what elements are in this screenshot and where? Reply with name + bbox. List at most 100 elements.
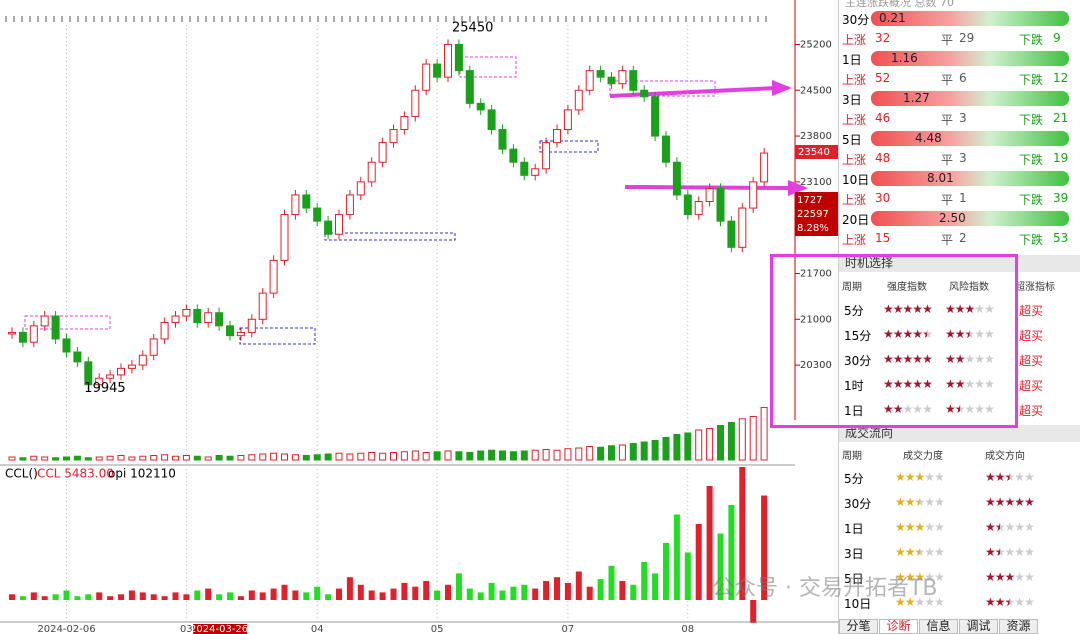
up-label: 上涨 — [842, 233, 867, 247]
volume-bar — [509, 451, 517, 461]
volume-bar — [640, 441, 648, 461]
ccl-bar — [281, 584, 288, 600]
period: 5分 — [844, 304, 864, 318]
candle — [138, 354, 147, 366]
star-rating: ★★★★★ — [895, 595, 945, 609]
ccl-bar — [9, 594, 15, 600]
candle — [269, 259, 278, 294]
ccl-bar — [183, 594, 190, 600]
ccl-bar — [488, 582, 495, 600]
candle — [749, 181, 758, 209]
candle — [182, 308, 191, 317]
ccl-bar — [401, 582, 408, 600]
x-tick-label: 03 — [180, 624, 193, 634]
candle — [106, 374, 115, 379]
tab[interactable]: 资源 — [999, 619, 1038, 634]
volume-bar — [41, 456, 49, 461]
candle — [498, 129, 507, 150]
candle — [640, 89, 649, 98]
candle — [760, 152, 769, 183]
candle — [226, 325, 234, 337]
ccl-bar — [292, 590, 299, 600]
tab[interactable]: 诊断 — [879, 619, 918, 634]
ccl-bar — [379, 592, 386, 600]
volume-bar — [172, 455, 179, 461]
ccl-bar — [74, 596, 81, 600]
volume-bar — [150, 455, 158, 461]
candle — [672, 161, 681, 196]
y-tick-label: 23800 — [800, 131, 832, 142]
last-price: 23540 — [798, 147, 830, 158]
period: 30分 — [844, 354, 872, 368]
star-rating: ★★★★★ — [895, 470, 945, 484]
ccl-bar — [619, 581, 626, 600]
side-panel: 主连涨跌概况 总数 70 30分 0.21 上涨 32 平 29 下跌 9 1日 1.16 上涨 52 平… — [838, 0, 1080, 634]
ccl-bar — [630, 584, 637, 600]
section-title: 时机选择 — [839, 255, 1080, 272]
volume-bar — [52, 457, 60, 461]
arrow-head — [772, 80, 792, 96]
candle — [629, 70, 638, 91]
candle — [204, 312, 213, 324]
ccl-bar — [412, 586, 419, 600]
ccl-bar — [205, 588, 212, 600]
candle — [683, 194, 692, 216]
flat-count: 6 — [959, 71, 967, 85]
volume-bar — [226, 455, 234, 461]
volume-bar — [597, 446, 605, 461]
x-tick-label: 2024-03-26 — [190, 624, 248, 634]
period: 1日 — [844, 404, 864, 418]
breadth-value: 2.50 — [939, 211, 966, 225]
tab[interactable]: 信息 — [919, 619, 958, 634]
candle — [171, 315, 180, 324]
period: 15分 — [844, 329, 872, 343]
x-tick-label: 05 — [431, 624, 444, 634]
ccl-bar — [270, 588, 277, 600]
candle — [433, 63, 442, 78]
down-count: 9 — [1053, 31, 1061, 45]
down-label: 下跌 — [1019, 33, 1044, 47]
volume-bar — [477, 450, 485, 461]
ccl-bar — [52, 594, 59, 600]
candle — [476, 102, 485, 111]
up-label: 上涨 — [842, 113, 867, 127]
ccl-bar — [85, 594, 92, 600]
breadth-value: 1.16 — [891, 51, 918, 65]
ccl-bar — [510, 586, 517, 600]
readout: 8.28% — [797, 223, 829, 234]
candle — [618, 70, 627, 85]
ccl-bar — [423, 581, 430, 600]
star-rating: ★★★★★ — [895, 570, 945, 584]
highlight-box — [770, 254, 1018, 428]
ccl-bar — [30, 592, 37, 600]
candle — [149, 338, 158, 356]
volume-bar — [433, 451, 441, 461]
ccl-bar — [434, 590, 441, 600]
ccl-bar — [216, 594, 223, 600]
down-count: 21 — [1053, 111, 1069, 125]
tab[interactable]: 调试 — [959, 619, 998, 634]
period: 3日 — [844, 547, 864, 561]
ccl-bar — [564, 582, 571, 600]
flat-label: 平 — [941, 113, 954, 127]
section-title: 成交流向 — [839, 425, 1080, 442]
flat-count: 3 — [959, 151, 967, 165]
indicator-label: CCL 5483.00 — [37, 467, 114, 481]
flat-count: 3 — [959, 111, 967, 125]
candle — [585, 70, 594, 91]
down-label: 下跌 — [1019, 233, 1044, 247]
tab[interactable]: 分笔 — [839, 619, 878, 634]
volume-bar — [695, 429, 703, 461]
candle — [716, 187, 725, 222]
volume-bar — [706, 428, 714, 461]
candle — [509, 148, 518, 163]
ccl-bar — [717, 533, 724, 600]
zone-box — [239, 327, 316, 345]
breadth-bar — [871, 11, 1069, 26]
volume-bar — [117, 455, 125, 461]
candle — [215, 312, 224, 327]
volume-bar — [455, 451, 463, 461]
ccl-bar — [336, 588, 342, 600]
low-label: 19945 — [84, 381, 125, 396]
